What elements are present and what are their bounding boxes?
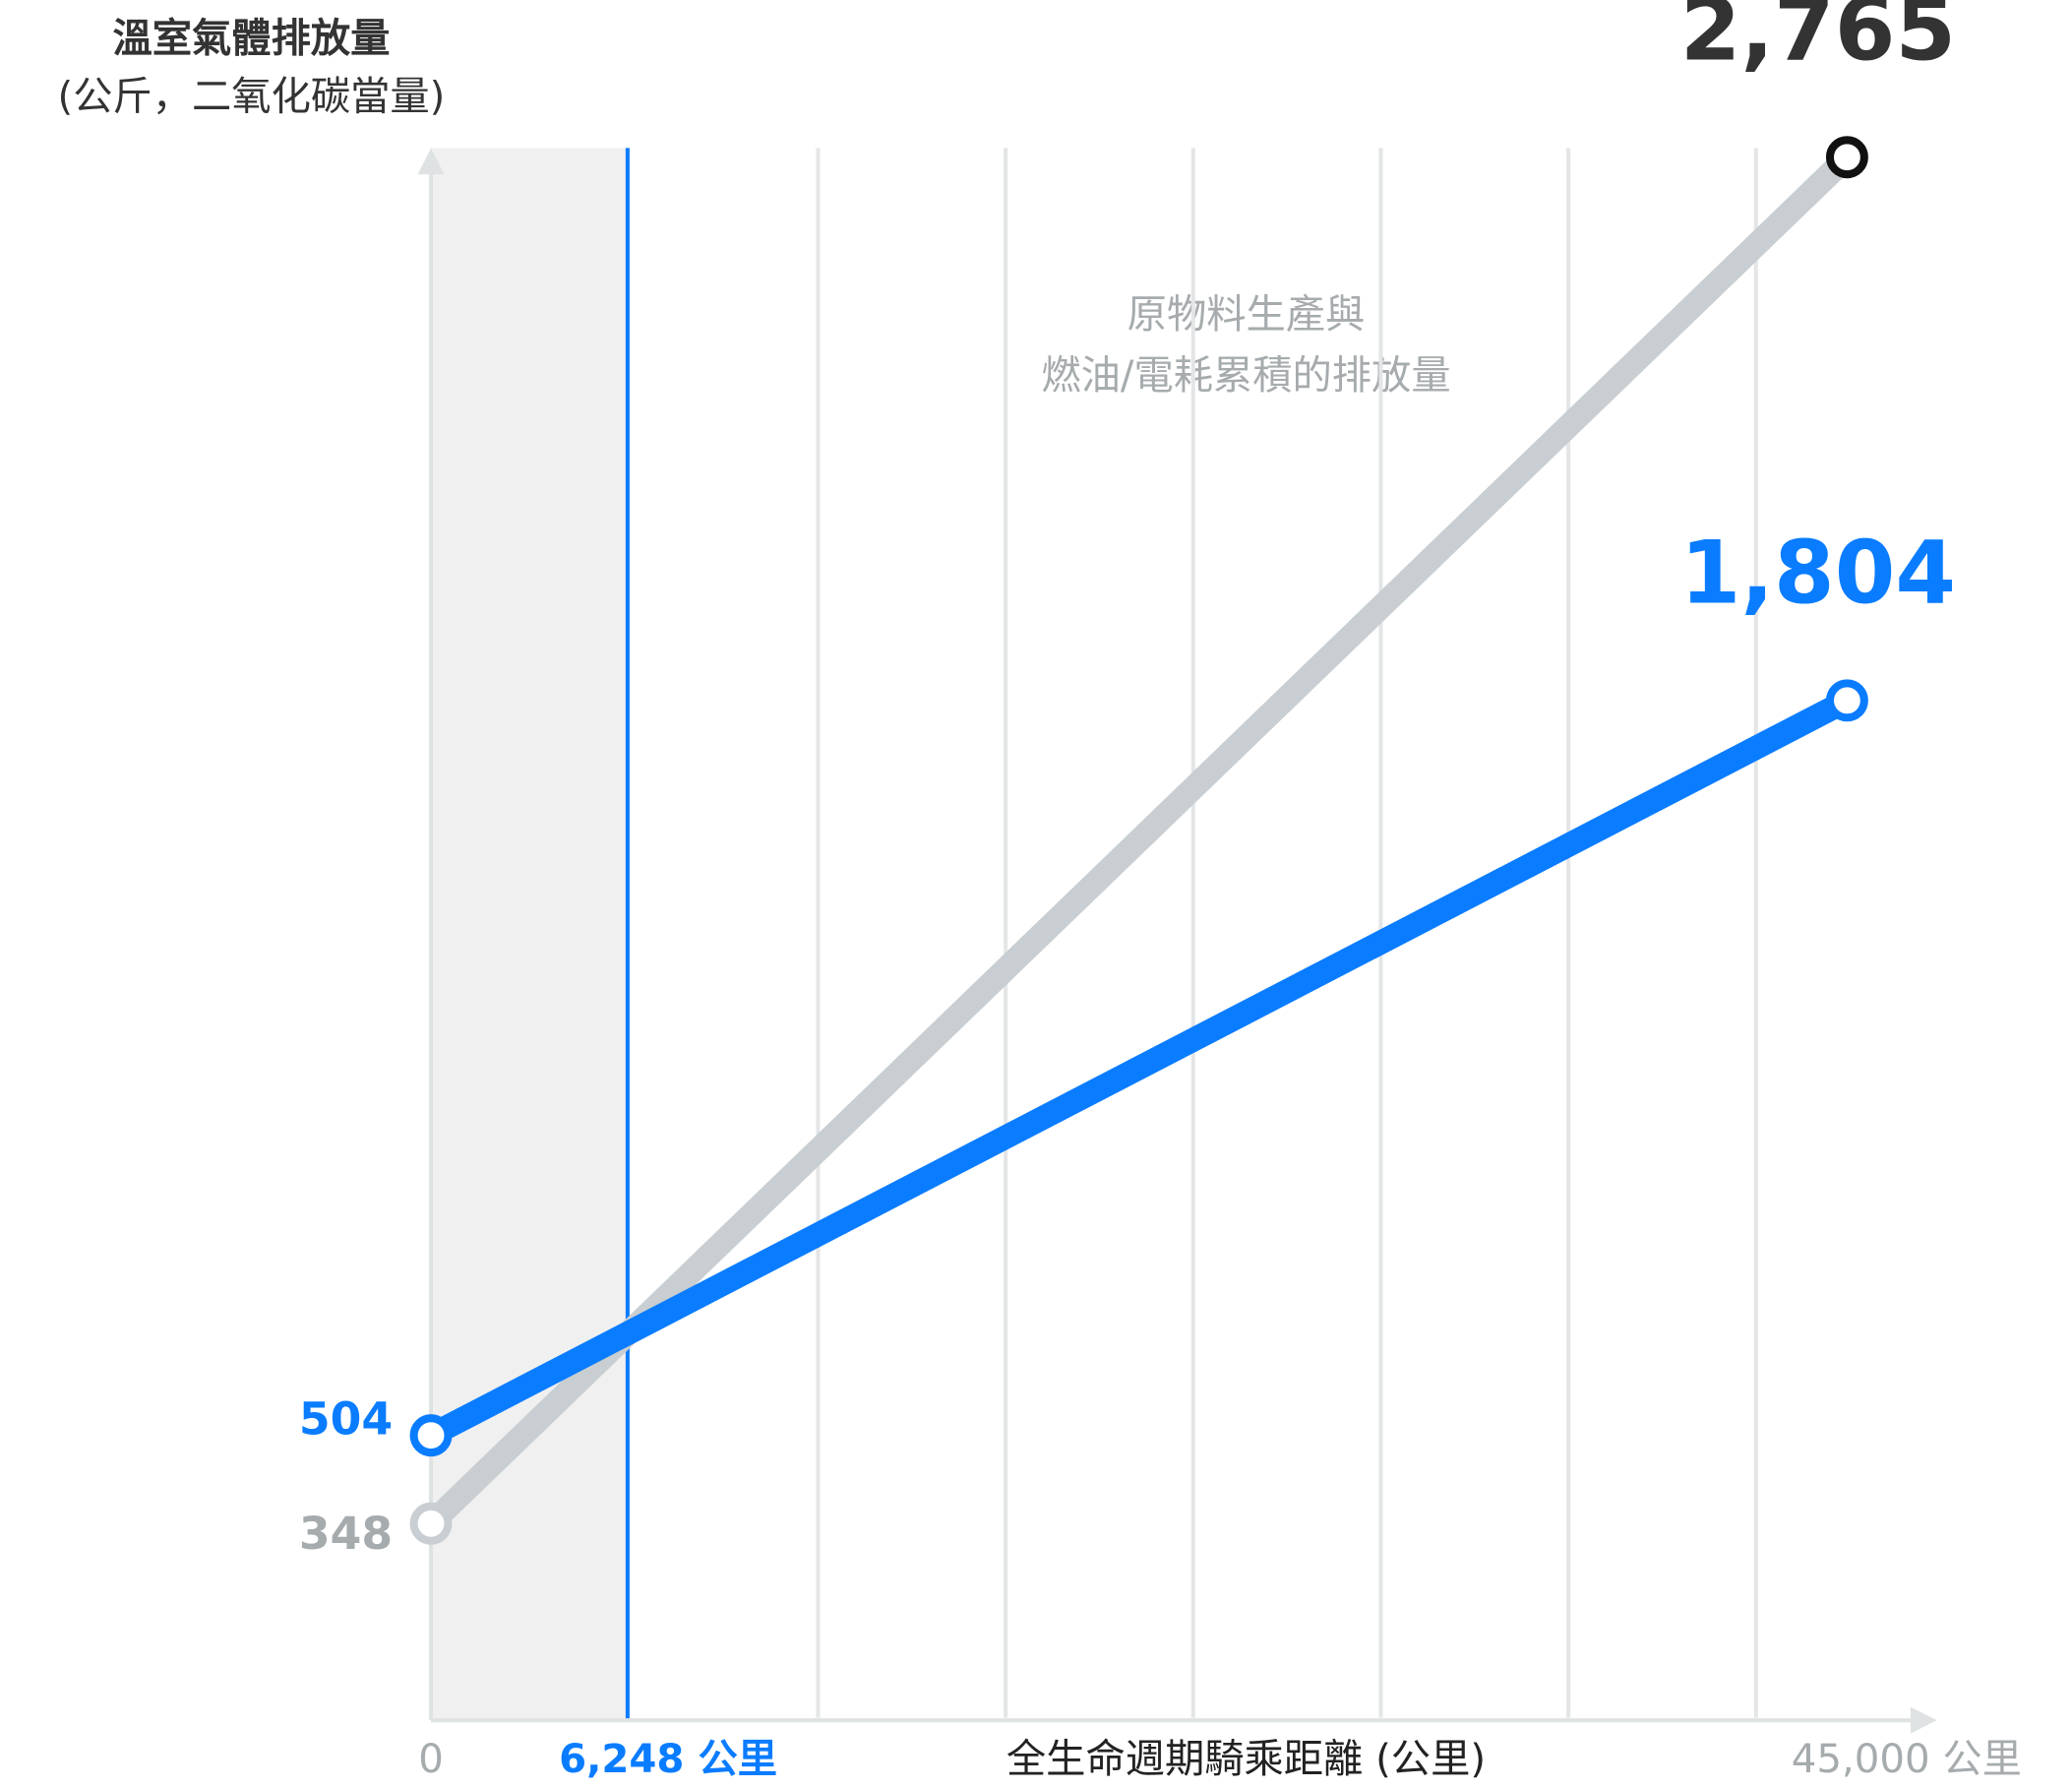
point <box>409 1502 453 1545</box>
x-axis-label: 全生命週期騎乘距離 (公里) <box>1006 1737 1486 1782</box>
value-label: 504 <box>299 1393 393 1446</box>
shaded-region <box>431 148 628 1721</box>
grid-decor <box>816 148 1758 1718</box>
point <box>1825 136 1868 179</box>
value-label: 1,804 <box>1680 523 1956 624</box>
annotation: 原物料生產與 <box>1127 292 1366 338</box>
x-tick-label: 6,248 公里 <box>559 1737 777 1782</box>
axes <box>417 148 1937 1734</box>
point <box>1825 679 1868 722</box>
y-axis-label: (公斤，二氧化碳當量) <box>58 75 446 120</box>
annotation: 燃油/電耗累積的排放量 <box>1041 353 1450 399</box>
value-label: 2,765 <box>1680 0 1956 81</box>
line <box>425 690 1853 1447</box>
x-tick-label: 0 <box>418 1737 444 1782</box>
x-tick-label: 45,000 公里 <box>1792 1737 2022 1782</box>
value-label: 348 <box>299 1508 393 1560</box>
y-axis-label: 溫室氣體排放量 <box>113 17 391 62</box>
line <box>422 149 1856 1532</box>
point <box>409 1414 453 1457</box>
